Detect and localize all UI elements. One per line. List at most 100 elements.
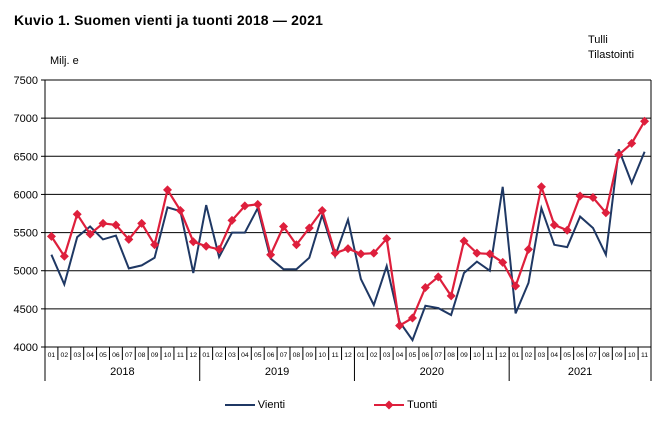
month-label: 04 bbox=[241, 352, 249, 359]
tuonti-marker bbox=[59, 251, 69, 261]
legend-item-vienti: Vienti bbox=[224, 399, 285, 411]
tuonti-marker bbox=[85, 229, 95, 239]
month-label: 01 bbox=[357, 352, 365, 359]
tuonti-marker bbox=[562, 225, 572, 235]
source-line-1: Tulli bbox=[588, 34, 608, 46]
legend-label-vienti: Vienti bbox=[257, 399, 286, 411]
tuonti-marker bbox=[240, 201, 250, 211]
tuonti-marker bbox=[627, 138, 637, 148]
tuonti-marker bbox=[536, 182, 546, 192]
tuonti-marker bbox=[640, 116, 650, 126]
tuonti-marker bbox=[46, 231, 56, 241]
vienti-line-swatch bbox=[224, 404, 255, 406]
tuonti-marker bbox=[201, 241, 211, 251]
tuonti-marker bbox=[614, 150, 624, 160]
month-label: 07 bbox=[589, 352, 597, 359]
tuonti-marker bbox=[72, 209, 82, 219]
tuonti-marker bbox=[472, 248, 482, 258]
month-label: 06 bbox=[576, 352, 584, 359]
month-label: 08 bbox=[138, 352, 146, 359]
tuonti-marker bbox=[588, 192, 598, 202]
y-axis-tick-label: 7500 bbox=[14, 75, 38, 87]
tuonti-marker bbox=[188, 237, 198, 247]
tuonti-marker bbox=[253, 199, 263, 209]
tuonti-line-swatch bbox=[374, 400, 405, 410]
month-label: 05 bbox=[99, 352, 107, 359]
month-label: 11 bbox=[486, 352, 493, 359]
month-label: 12 bbox=[499, 352, 507, 359]
month-label: 12 bbox=[189, 352, 197, 359]
legend: Vienti Tuonti bbox=[0, 399, 661, 411]
y-axis-tick-label: 4500 bbox=[14, 304, 38, 316]
tuonti-marker bbox=[124, 234, 134, 244]
tuonti-marker bbox=[498, 257, 508, 267]
month-label: 01 bbox=[512, 352, 520, 359]
tuonti-marker bbox=[382, 234, 392, 244]
tuonti-marker bbox=[433, 272, 443, 282]
source-attribution: Tulli Tilastointi bbox=[588, 33, 634, 63]
y-axis-tick-label: 6500 bbox=[14, 151, 38, 163]
tuonti-swatch-diamond bbox=[384, 400, 394, 410]
month-label: 12 bbox=[344, 352, 352, 359]
month-label: 10 bbox=[164, 352, 172, 359]
month-label: 04 bbox=[551, 352, 559, 359]
month-label: 02 bbox=[61, 352, 69, 359]
month-label: 03 bbox=[538, 352, 546, 359]
y-axis-unit-label: Milj. e bbox=[50, 55, 79, 67]
month-label: 01 bbox=[48, 352, 56, 359]
month-label: 03 bbox=[73, 352, 81, 359]
month-label: 08 bbox=[602, 352, 610, 359]
month-label: 11 bbox=[641, 352, 648, 359]
y-axis-tick-label: 7000 bbox=[14, 113, 38, 125]
month-label: 09 bbox=[151, 352, 159, 359]
month-label: 02 bbox=[525, 352, 533, 359]
tuonti-marker bbox=[511, 281, 521, 291]
tuonti-marker bbox=[98, 218, 108, 228]
y-axis-tick-label: 4000 bbox=[14, 342, 38, 354]
month-label: 10 bbox=[628, 352, 636, 359]
month-label: 02 bbox=[215, 352, 223, 359]
month-label: 07 bbox=[434, 352, 442, 359]
month-label: 04 bbox=[396, 352, 404, 359]
month-label: 07 bbox=[125, 352, 133, 359]
month-label: 05 bbox=[409, 352, 417, 359]
y-axis-tick-label: 5500 bbox=[14, 228, 38, 240]
tuonti-marker bbox=[317, 205, 327, 215]
month-label: 06 bbox=[267, 352, 275, 359]
tuonti-marker bbox=[395, 321, 405, 331]
tuonti-marker bbox=[485, 249, 495, 259]
month-label: 05 bbox=[563, 352, 571, 359]
chart-title: Kuvio 1. Suomen vienti ja tuonti 2018 — … bbox=[14, 12, 324, 28]
month-label: 02 bbox=[370, 352, 378, 359]
tuonti-marker bbox=[111, 220, 121, 230]
tuonti-marker bbox=[175, 205, 185, 215]
month-label: 04 bbox=[86, 352, 94, 359]
tuonti-marker bbox=[137, 218, 147, 228]
tuonti-marker bbox=[459, 236, 469, 246]
month-label: 09 bbox=[615, 352, 623, 359]
tuonti-marker bbox=[227, 215, 237, 225]
month-label: 10 bbox=[318, 352, 326, 359]
month-label: 09 bbox=[306, 352, 314, 359]
tuonti-marker bbox=[343, 244, 353, 254]
source-line-2: Tilastointi bbox=[588, 49, 635, 61]
legend-label-tuonti: Tuonti bbox=[407, 399, 438, 411]
year-label: 2019 bbox=[265, 366, 289, 378]
year-label: 2020 bbox=[420, 366, 444, 378]
year-label: 2021 bbox=[568, 366, 592, 378]
tuonti-marker bbox=[266, 250, 276, 260]
tuonti-marker bbox=[549, 220, 559, 230]
month-label: 09 bbox=[460, 352, 468, 359]
month-label: 03 bbox=[228, 352, 236, 359]
legend-item-tuonti: Tuonti bbox=[373, 399, 437, 411]
tuonti-marker bbox=[524, 244, 534, 254]
month-label: 06 bbox=[112, 352, 120, 359]
month-label: 08 bbox=[447, 352, 455, 359]
tuonti-marker bbox=[291, 240, 301, 250]
tuonti-marker bbox=[446, 291, 456, 301]
tuonti-marker bbox=[420, 282, 430, 292]
tuonti-marker bbox=[407, 313, 417, 323]
tuonti-marker bbox=[356, 249, 366, 259]
